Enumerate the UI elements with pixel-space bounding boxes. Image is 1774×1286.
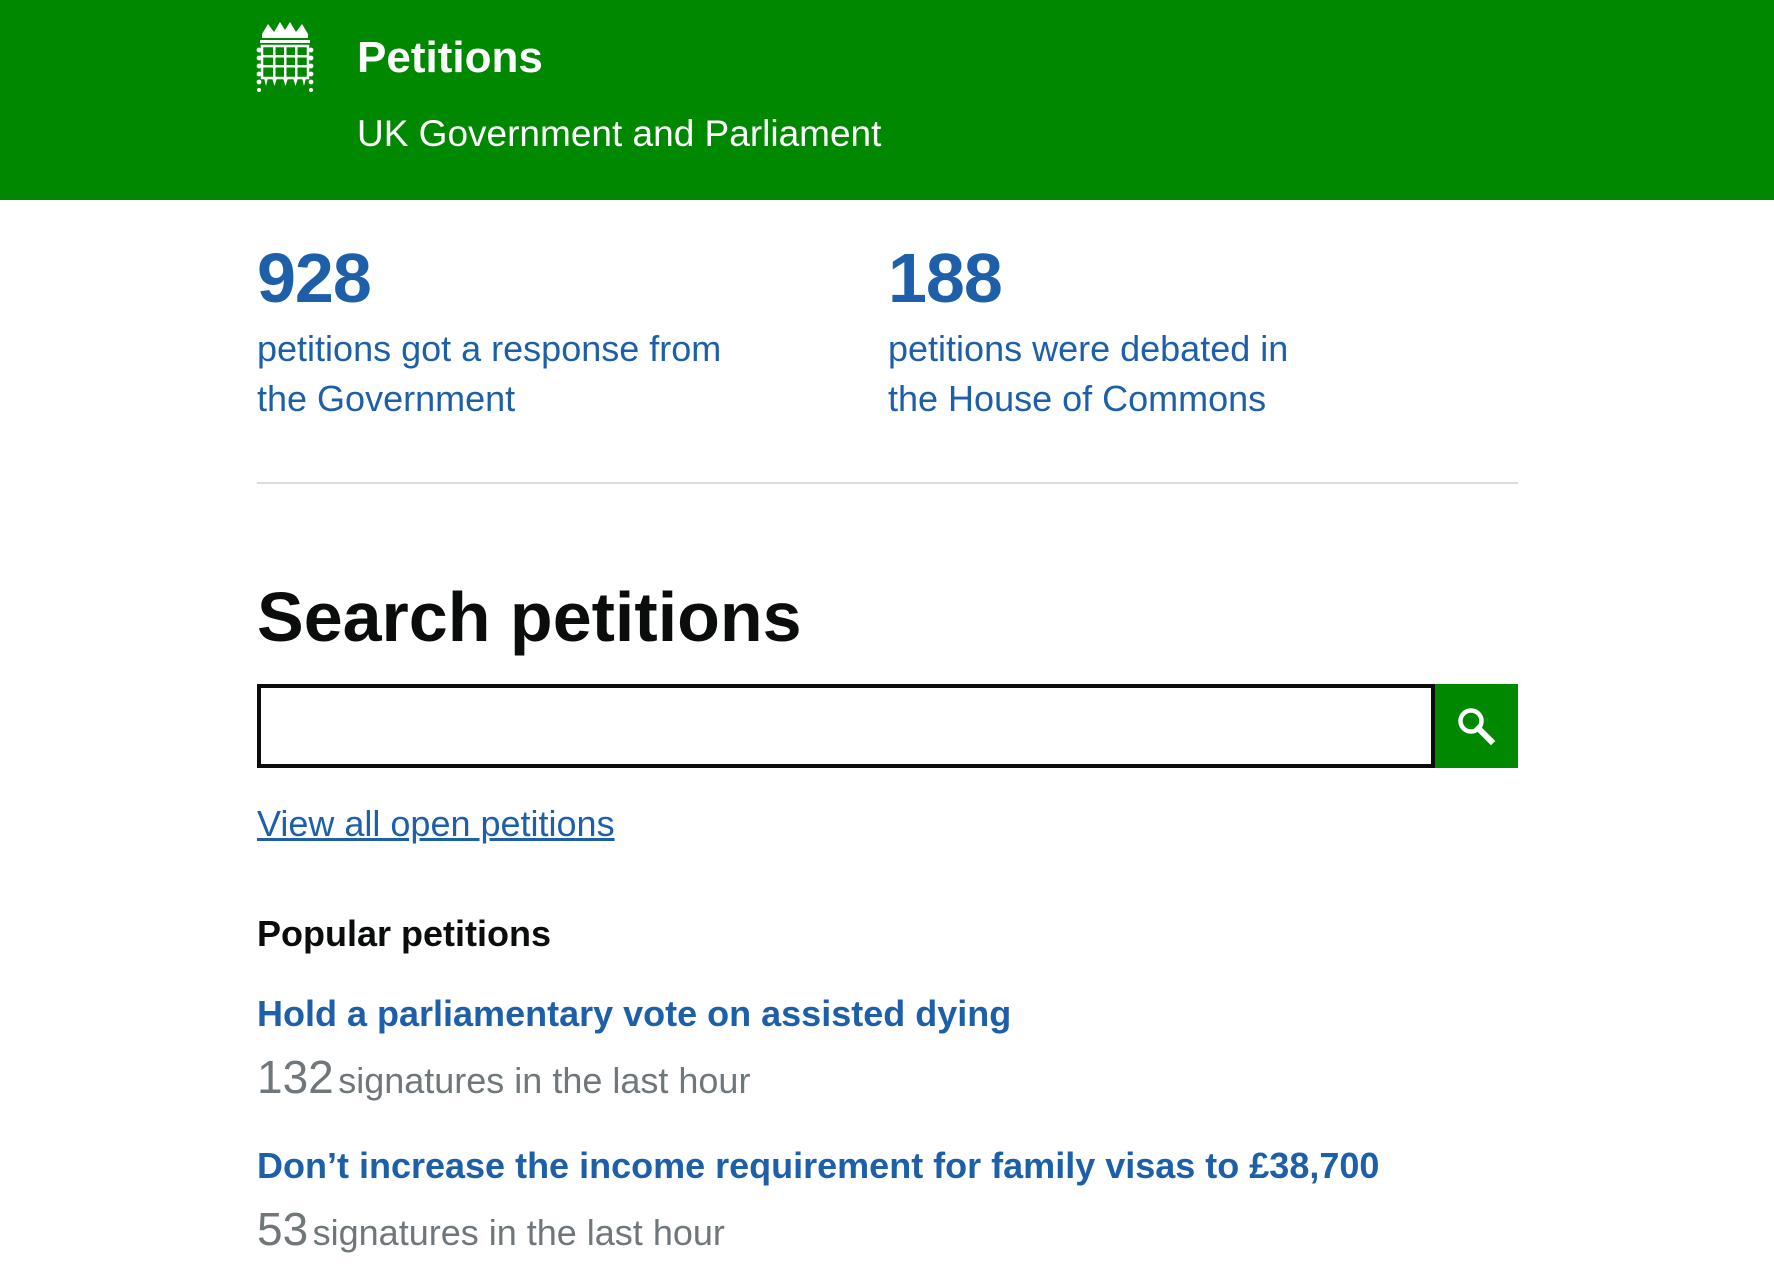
signature-count: 132 signatures in the last hour (257, 1052, 1557, 1114)
site-subtitle: UK Government and Parliament (357, 113, 882, 154)
signature-count-number: 132 (257, 1051, 334, 1103)
site-header: Petitions UK Government and Parliament (0, 0, 1774, 200)
stat-description[interactable]: petitions got a response from the Govern… (257, 328, 722, 419)
list-item: Hold a parliamentary vote on assisted dy… (257, 990, 1557, 1114)
signature-count-number: 53 (257, 1203, 309, 1255)
signature-count-label: signatures in the last hour (312, 1212, 725, 1253)
stat-number: 928 (257, 239, 372, 317)
search-input[interactable] (257, 684, 1435, 768)
popular-petitions-heading: Popular petitions (257, 913, 552, 954)
search-button[interactable] (1435, 684, 1518, 768)
stat-number: 188 (888, 239, 1003, 317)
stat-government-responses[interactable]: 928 petitions got a response from the Go… (257, 236, 817, 424)
site-title[interactable]: Petitions (357, 33, 543, 82)
signature-count: 53 signatures in the last hour (257, 1204, 1557, 1266)
petition-link[interactable]: Don’t increase the income requirement fo… (257, 1145, 1380, 1186)
stat-commons-debates[interactable]: 188 petitions were debated in the House … (888, 236, 1448, 424)
view-all-open-petitions-link[interactable]: View all open petitions (257, 803, 615, 844)
section-divider (257, 482, 1518, 484)
signature-count-label: signatures in the last hour (338, 1060, 751, 1101)
petition-link[interactable]: Hold a parliamentary vote on assisted dy… (257, 993, 1012, 1034)
search-icon (1458, 708, 1496, 746)
stat-description[interactable]: petitions were debated in the House of C… (888, 328, 1289, 419)
search-heading: Search petitions (257, 578, 802, 656)
list-item: Don’t increase the income requirement fo… (257, 1142, 1557, 1266)
portcullis-crest-icon[interactable] (256, 20, 314, 92)
